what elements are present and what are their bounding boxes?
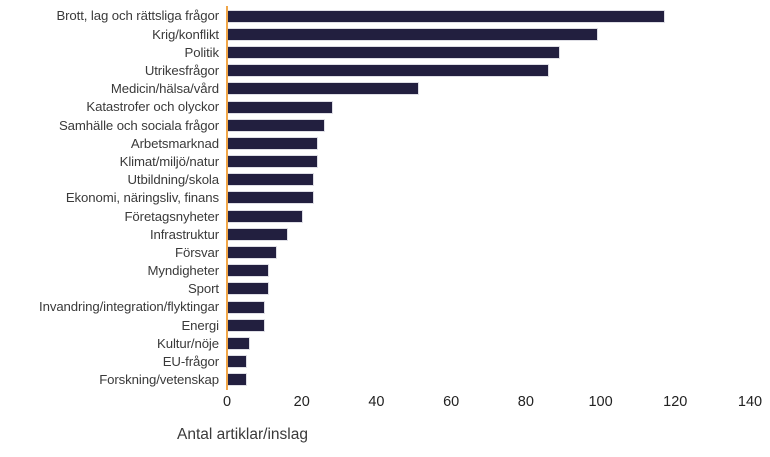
chart-row: Myndigheter bbox=[0, 262, 750, 280]
bar-track bbox=[227, 25, 750, 43]
bar-track bbox=[227, 153, 750, 171]
category-label: EU-frågor bbox=[162, 354, 219, 370]
bar bbox=[227, 319, 265, 331]
bar-track bbox=[227, 7, 750, 25]
bar-track bbox=[227, 225, 750, 243]
bar bbox=[227, 265, 269, 277]
y-axis-line bbox=[226, 6, 228, 390]
chart-row: Ekonomi, näringsliv, finans bbox=[0, 189, 750, 207]
chart-row: Klimat/miljö/natur bbox=[0, 153, 750, 171]
x-axis-title: Antal artiklar/inslag bbox=[177, 426, 308, 443]
x-tick-label: 100 bbox=[588, 394, 613, 410]
bar-track bbox=[227, 134, 750, 152]
chart-row: Infrastruktur bbox=[0, 225, 750, 243]
bar bbox=[227, 156, 317, 168]
x-tick-label: 80 bbox=[517, 394, 534, 410]
bar-track bbox=[227, 371, 750, 389]
chart-row: Försvar bbox=[0, 243, 750, 261]
category-label: Katastrofer och olyckor bbox=[86, 99, 219, 115]
category-label: Invandring/integration/flyktingar bbox=[39, 299, 219, 315]
category-label: Försvar bbox=[175, 244, 219, 260]
x-tick-label: 0 bbox=[222, 394, 232, 410]
bar bbox=[227, 174, 313, 186]
bar bbox=[227, 247, 276, 259]
bar-track bbox=[227, 280, 750, 298]
chart-row: Arbetsmarknad bbox=[0, 134, 750, 152]
category-label: Samhälle och sociala frågor bbox=[58, 117, 219, 133]
x-tick-label: 20 bbox=[293, 394, 310, 410]
chart-row: Utbildning/skola bbox=[0, 171, 750, 189]
category-label: Politik bbox=[184, 44, 220, 60]
chart-row: Företagsnyheter bbox=[0, 207, 750, 225]
bar bbox=[227, 337, 250, 349]
bar bbox=[227, 101, 332, 113]
x-tick-label: 120 bbox=[663, 394, 688, 410]
bar bbox=[227, 46, 560, 58]
bar bbox=[227, 374, 246, 386]
bar-track bbox=[227, 298, 750, 316]
bar-track bbox=[227, 80, 750, 98]
bar-track bbox=[227, 207, 750, 225]
x-tick-label: 60 bbox=[443, 394, 460, 410]
category-label: Ekonomi, näringsliv, finans bbox=[65, 190, 219, 206]
chart-row: Forskning/vetenskap bbox=[0, 371, 750, 389]
bar-track bbox=[227, 316, 750, 334]
chart-row: Sport bbox=[0, 280, 750, 298]
bar bbox=[227, 65, 549, 77]
category-label: Utbildning/skola bbox=[127, 172, 220, 188]
bar-track bbox=[227, 116, 750, 134]
category-label: Arbetsmarknad bbox=[130, 135, 219, 151]
bar-track bbox=[227, 43, 750, 61]
bar bbox=[227, 83, 418, 95]
bar-track bbox=[227, 98, 750, 116]
category-label: Infrastruktur bbox=[149, 226, 219, 242]
category-label: Kultur/nöje bbox=[157, 335, 219, 351]
category-label: Klimat/miljö/natur bbox=[119, 153, 219, 169]
category-label: Forskning/vetenskap bbox=[99, 372, 219, 388]
chart-row: EU-frågor bbox=[0, 353, 750, 371]
bar bbox=[227, 356, 246, 368]
bar bbox=[227, 192, 313, 204]
chart-row: Krig/konflikt bbox=[0, 25, 750, 43]
bar bbox=[227, 301, 265, 313]
bar bbox=[227, 137, 317, 149]
category-label: Sport bbox=[187, 281, 219, 297]
category-label: Företagsnyheter bbox=[124, 208, 219, 224]
x-tick-label: 40 bbox=[368, 394, 385, 410]
chart-row: Samhälle och sociala frågor bbox=[0, 116, 750, 134]
category-label: Myndigheter bbox=[147, 263, 220, 279]
chart-row: Politik bbox=[0, 43, 750, 61]
bar bbox=[227, 228, 287, 240]
category-label: Energi bbox=[181, 317, 219, 333]
bar-track bbox=[227, 189, 750, 207]
category-label: Utrikesfrågor bbox=[144, 63, 219, 79]
bar bbox=[227, 210, 302, 222]
category-label: Krig/konflikt bbox=[152, 26, 219, 42]
chart-row: Katastrofer och olyckor bbox=[0, 98, 750, 116]
x-axis: 0 20 40 60 80 100 120 140 bbox=[223, 394, 762, 414]
bar bbox=[227, 283, 269, 295]
chart-row: Energi bbox=[0, 316, 750, 334]
category-label: Medicin/hälsa/vård bbox=[110, 81, 219, 97]
bar bbox=[227, 10, 665, 22]
chart-row: Invandring/integration/flyktingar bbox=[0, 298, 750, 316]
bar-track bbox=[227, 171, 750, 189]
category-label: Brott, lag och rättsliga frågor bbox=[56, 8, 219, 24]
x-tick-label: 140 bbox=[737, 394, 763, 410]
bar bbox=[227, 28, 597, 40]
bar-track bbox=[227, 353, 750, 371]
chart-row: Medicin/hälsa/vård bbox=[0, 80, 750, 98]
chart-row: Kultur/nöje bbox=[0, 334, 750, 352]
bar bbox=[227, 119, 325, 131]
chart-row: Brott, lag och rättsliga frågor bbox=[0, 7, 750, 25]
chart-row: Utrikesfrågor bbox=[0, 62, 750, 80]
bar-track bbox=[227, 262, 750, 280]
bar-track bbox=[227, 243, 750, 261]
plot-area: Brott, lag och rättsliga frågor Krig/konf… bbox=[0, 7, 750, 389]
bar-track bbox=[227, 62, 750, 80]
bar-track bbox=[227, 334, 750, 352]
